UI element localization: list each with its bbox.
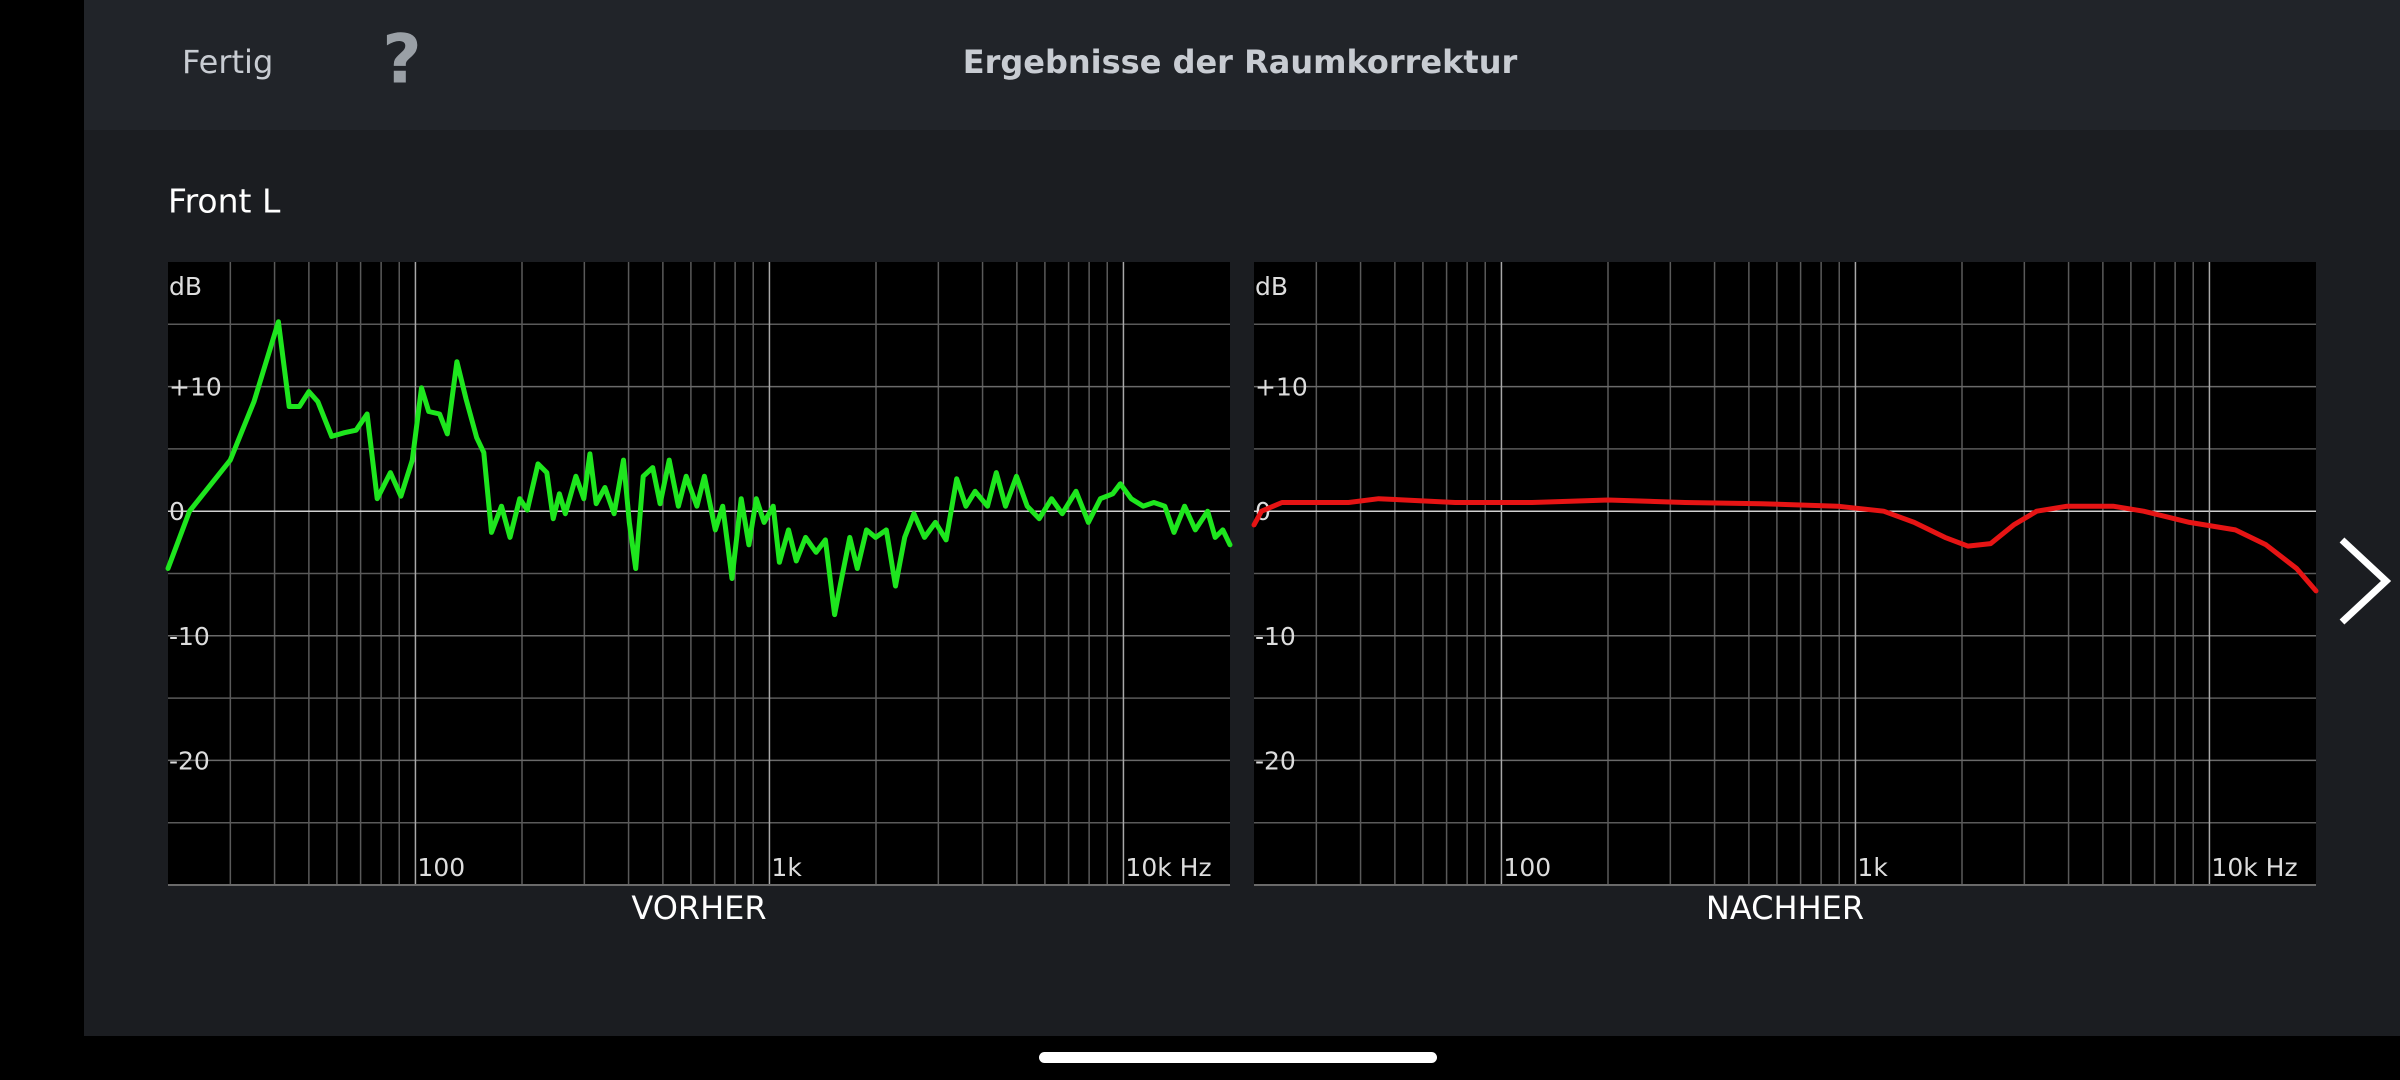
x-tick-label: 1k [1857,853,1888,882]
help-button[interactable]: ? [382,21,421,100]
response-curve [165,319,1233,618]
y-axis-label: dB [169,272,202,301]
x-tick-label: 100 [417,853,465,882]
x-tick-label: 10k Hz [2211,853,2297,882]
chart-title: VORHER [631,889,766,927]
x-tick-label: 100 [1503,853,1551,882]
page-title: Ergebnisse der Raumkorrektur [963,43,1518,81]
y-axis-label: dB [1255,272,1288,301]
next-arrow[interactable] [2339,537,2392,625]
x-tick-label: 1k [771,853,802,882]
y-tick-label: -20 [169,746,210,775]
response-curve [1251,496,2319,594]
chart-title: NACHHER [1706,889,1864,927]
y-tick-label: -20 [1255,746,1296,775]
y-tick-label: +10 [1255,373,1308,402]
y-tick-label: 0 [169,497,185,526]
y-tick-label: +10 [169,373,222,402]
channel-label: Front L [168,182,281,221]
y-tick-label: -10 [169,622,210,651]
y-tick-label: -10 [1255,622,1296,651]
x-tick-label: 10k Hz [1125,853,1211,882]
done-button[interactable]: Fertig [182,43,273,81]
header-bar [84,0,2400,130]
home-indicator[interactable] [1039,1052,1437,1063]
